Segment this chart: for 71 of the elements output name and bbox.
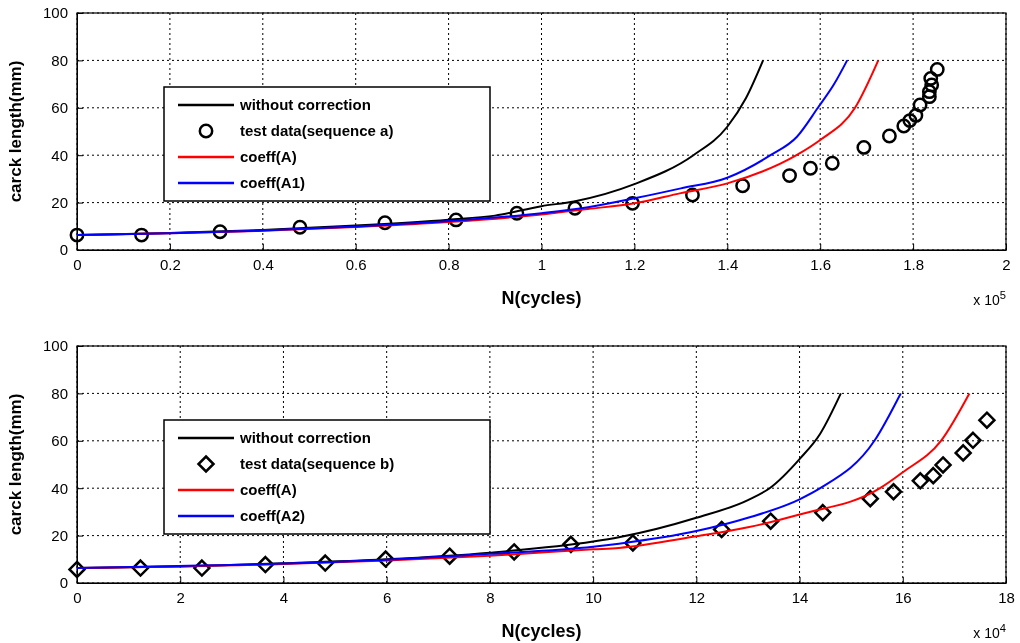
legend-label: coeff(A) (240, 148, 297, 165)
x-tick-label: 1.8 (903, 255, 925, 273)
text: x 10$^{4}$ (973, 622, 1006, 641)
x-tick-label: 16 (894, 588, 912, 606)
legend-label: coeff(A1) (240, 174, 306, 191)
x-axis-title: N(cycles) (501, 288, 582, 308)
x-tick-label: 12 (688, 588, 706, 606)
x-tick-label: 0.2 (159, 255, 181, 273)
y-tick-label: 80 (51, 384, 68, 402)
point (921, 89, 937, 105)
x-axis-title: N(cycles) (501, 621, 582, 641)
legend-label: without correction (239, 96, 371, 113)
x-tick-label: 0.6 (345, 255, 367, 273)
x-tick-label: 10 (585, 588, 602, 606)
x-tick-label: 1 (537, 255, 547, 273)
x-tick-label: 8 (486, 588, 495, 606)
x-tick-label: 18 (998, 588, 1015, 606)
point (978, 411, 996, 429)
legend-label: test data(sequence a) (240, 122, 394, 139)
point (954, 444, 972, 462)
point (824, 155, 840, 171)
x-tick-label: 1.6 (810, 255, 832, 273)
point (908, 107, 924, 123)
x-tick-label: 0 (73, 255, 82, 273)
point (856, 139, 872, 155)
y-axis-title: carck length(mm) (6, 393, 25, 536)
x-tick-label: 0.4 (252, 255, 274, 273)
y-tick-label: 100 (42, 4, 68, 22)
text: x 10$^{5}$ (973, 289, 1006, 308)
x-tick-label: 4 (279, 588, 289, 606)
point (803, 160, 818, 176)
y-tick-label: 0 (59, 574, 68, 592)
point (923, 70, 939, 86)
point (912, 97, 928, 113)
y-axis-title: carck length(mm) (6, 60, 25, 203)
legend-label: without correction (239, 429, 371, 446)
point (896, 118, 912, 134)
y-tick-label: 100 (42, 337, 68, 355)
y-tick-label: 60 (51, 99, 68, 117)
point (902, 113, 918, 129)
point (929, 61, 945, 77)
x-tick-label: 6 (382, 588, 392, 606)
point (881, 128, 897, 144)
legend-label: coeff(A2) (240, 507, 306, 524)
x-tick-label: 1.2 (624, 255, 646, 273)
x-tick-label: 0.8 (438, 255, 460, 273)
y-tick-label: 40 (51, 146, 68, 164)
point (921, 84, 937, 100)
legend-label: test data(sequence b) (240, 455, 395, 472)
x-tick-label: 2 (1002, 255, 1011, 273)
point (68, 560, 86, 579)
point (884, 483, 903, 501)
y-tick-label: 80 (51, 51, 68, 69)
point (911, 472, 930, 490)
point (782, 168, 797, 183)
y-tick-label: 60 (51, 432, 68, 450)
point (924, 77, 940, 93)
point (964, 431, 982, 450)
x-tick-label: 2 (176, 588, 185, 606)
y-tick-label: 0 (59, 241, 68, 259)
point (761, 512, 780, 530)
legend-label: coeff(A) (240, 481, 297, 498)
point (735, 178, 751, 194)
x-tick-label: 1.4 (717, 255, 739, 273)
x-tick-label: 14 (791, 588, 809, 606)
point (924, 466, 942, 485)
y-tick-label: 20 (51, 526, 68, 544)
point (934, 456, 952, 474)
y-tick-label: 40 (51, 479, 68, 497)
x-tick-label: 0 (73, 588, 82, 606)
y-tick-label: 20 (51, 193, 68, 211)
